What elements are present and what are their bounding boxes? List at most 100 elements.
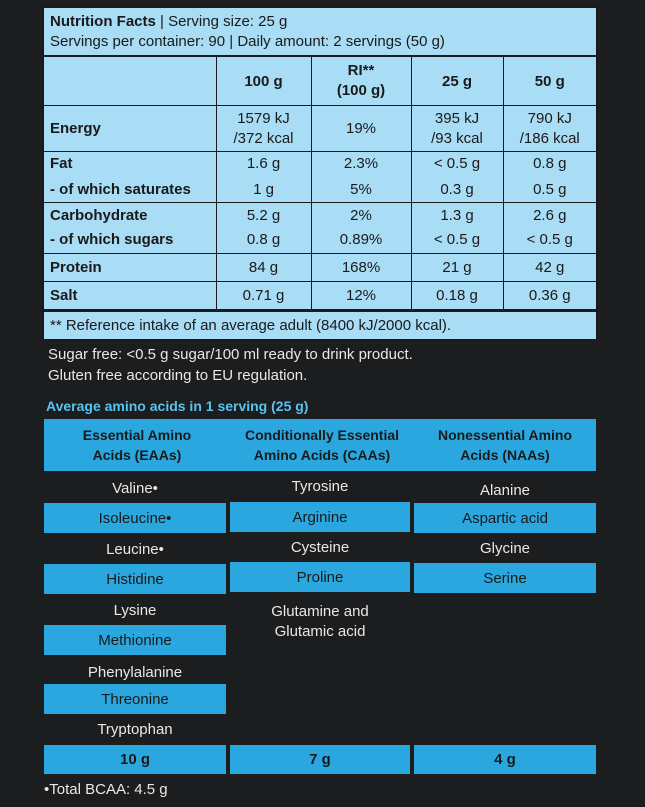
list-item: Threonine — [44, 684, 226, 714]
header-eaa: Essential Amino Acids (EAAs) — [44, 419, 230, 471]
total-eaa: 10 g — [44, 745, 226, 774]
energy-50g: 790 kJ/186 kcal — [502, 105, 596, 152]
fat-50g: 0.8 g 0.5 g — [502, 151, 596, 203]
carb-50g: 2.6 g < 0.5 g — [502, 202, 596, 254]
cell: < 0.5 g — [433, 155, 481, 172]
total-caa: 7 g — [230, 745, 410, 774]
list-item: Isoleucine• — [44, 503, 226, 533]
cell: 2.3% — [343, 155, 379, 172]
energy-25g: 395 kJ/93 kcal — [410, 105, 504, 152]
list-item: Phenylalanine — [87, 663, 183, 681]
caa-last-line2: Glutamic acid — [274, 623, 366, 640]
list-item: Glutamine and Glutamic acid — [230, 600, 410, 644]
list-item: Cysteine — [290, 538, 350, 556]
carb-ri: 2% 0.89% — [310, 202, 412, 254]
cell: 1.3 g — [440, 207, 474, 224]
cell: 2.6 g — [533, 207, 567, 224]
sugar-free-note: Sugar free: <0.5 g sugar/100 ml ready to… — [48, 346, 413, 363]
energy-100g-kj: 1579 kJ — [237, 109, 290, 127]
header-naa-line2: Acids (NAAs) — [460, 447, 550, 463]
fat-100g: 1.6 g 1 g — [215, 151, 312, 203]
reference-footnote: ** Reference intake of an average adult … — [44, 310, 596, 339]
energy-25g-kj: 395 kJ — [434, 109, 480, 127]
cell: 0.5 g — [533, 181, 567, 198]
header-100g: 100 g — [215, 57, 312, 106]
header-caa-line1: Conditionally Essential — [244, 427, 400, 443]
header-ri: RI** (100 g) — [310, 57, 412, 106]
header-blank — [44, 57, 217, 106]
cell: 5.2 g — [246, 207, 281, 224]
list-item: Alanine — [479, 481, 531, 499]
energy-100g-kcal: /372 kcal — [233, 129, 294, 147]
list-item: Histidine — [44, 564, 226, 594]
row-label: - of which sugars — [50, 231, 174, 248]
caa-last-line1: Glutamine and — [271, 603, 369, 620]
header-ri-line1: RI** — [347, 62, 375, 79]
cell: 5% — [350, 181, 372, 198]
row-label: Fat — [50, 155, 73, 172]
cell: 0.36 g — [502, 281, 596, 310]
list-item: Tryptophan — [97, 720, 173, 738]
row-label: - of which saturates — [50, 181, 191, 198]
cell: 0.18 g — [410, 281, 504, 310]
list-item: Glycine — [479, 539, 531, 557]
cell: 21 g — [410, 253, 504, 282]
serving-size: | Serving size: 25 g — [160, 13, 288, 30]
table-row-salt: Salt 0.71 g 12% 0.18 g 0.36 g — [44, 281, 596, 310]
header-ri-line2: (100 g) — [336, 82, 386, 99]
carb-25g: 1.3 g < 0.5 g — [410, 202, 504, 254]
table-header-row: 100 g RI** (100 g) 25 g 50 g — [44, 57, 596, 106]
list-item: Leucine• — [106, 540, 164, 558]
cell: 42 g — [502, 253, 596, 282]
energy-50g-kj: 790 kJ — [527, 109, 572, 127]
carb-labels: Carbohydrate - of which sugars — [44, 202, 217, 254]
header-eaa-line1: Essential Amino — [82, 427, 192, 443]
cell: 1.6 g — [246, 155, 281, 172]
header-naa-line1: Nonessential Amino — [437, 427, 573, 443]
product-notes: Sugar free: <0.5 g sugar/100 ml ready to… — [48, 344, 413, 386]
amino-title: Average amino acids in 1 serving (25 g) — [46, 398, 309, 414]
servings-line: Servings per container: 90 | Daily amoun… — [50, 33, 445, 50]
fat-labels: Fat - of which saturates — [44, 151, 217, 203]
header-25g: 25 g — [410, 57, 504, 106]
cell: 0.71 g — [215, 281, 312, 310]
header-50g: 50 g — [502, 57, 596, 106]
fat-25g: < 0.5 g 0.3 g — [410, 151, 504, 203]
cell: 0.8 g — [533, 155, 567, 172]
energy-ri: 19% — [310, 105, 412, 152]
list-item: Tyrosine — [291, 477, 349, 495]
nutrition-title: Nutrition Facts — [50, 13, 156, 30]
cell: 84 g — [215, 253, 312, 282]
nutrition-facts-panel: Nutrition Facts | Serving size: 25 g Ser… — [42, 6, 598, 341]
cell: 2% — [350, 207, 372, 224]
energy-25g-kcal: /93 kcal — [431, 129, 483, 147]
fat-ri: 2.3% 5% — [310, 151, 412, 203]
list-item: Arginine — [230, 502, 410, 532]
row-label: Energy — [44, 105, 217, 152]
amino-header: Essential Amino Acids (EAAs) Conditionall… — [44, 419, 596, 471]
table-row-carbohydrate: Carbohydrate - of which sugars 5.2 g 0.8 g… — [44, 202, 596, 254]
total-naa: 4 g — [414, 745, 596, 774]
row-label: Salt — [44, 281, 217, 310]
list-item: Aspartic acid — [414, 503, 596, 533]
cell: 1 g — [253, 181, 274, 198]
cell: 0.89% — [339, 231, 383, 248]
energy-50g-kcal: /186 kcal — [519, 129, 580, 147]
gluten-free-note: Gluten free according to EU regulation. — [48, 367, 308, 384]
cell: < 0.5 g — [526, 231, 573, 248]
cell: 168% — [310, 253, 412, 282]
table-row-energy: Energy 1579 kJ/372 kcal 19% 395 kJ/93 kc… — [44, 105, 596, 152]
cell: 0.8 g — [246, 231, 281, 248]
nutrition-header: Nutrition Facts | Serving size: 25 g Ser… — [44, 8, 596, 57]
row-label: Protein — [44, 253, 217, 282]
header-eaa-line2: Acids (EAAs) — [92, 447, 182, 463]
header-caa-line2: Amino Acids (CAAs) — [253, 447, 391, 463]
energy-100g: 1579 kJ/372 kcal — [215, 105, 312, 152]
nutrition-table: 100 g RI** (100 g) 25 g 50 g Energy 1579 … — [44, 57, 596, 310]
row-label: Carbohydrate — [50, 207, 148, 224]
list-item: Valine• — [112, 479, 158, 497]
list-item: Proline — [230, 562, 410, 592]
total-bcaa: •Total BCAA: 4.5 g — [44, 781, 168, 798]
header-naa: Nonessential Amino Acids (NAAs) — [414, 419, 596, 471]
